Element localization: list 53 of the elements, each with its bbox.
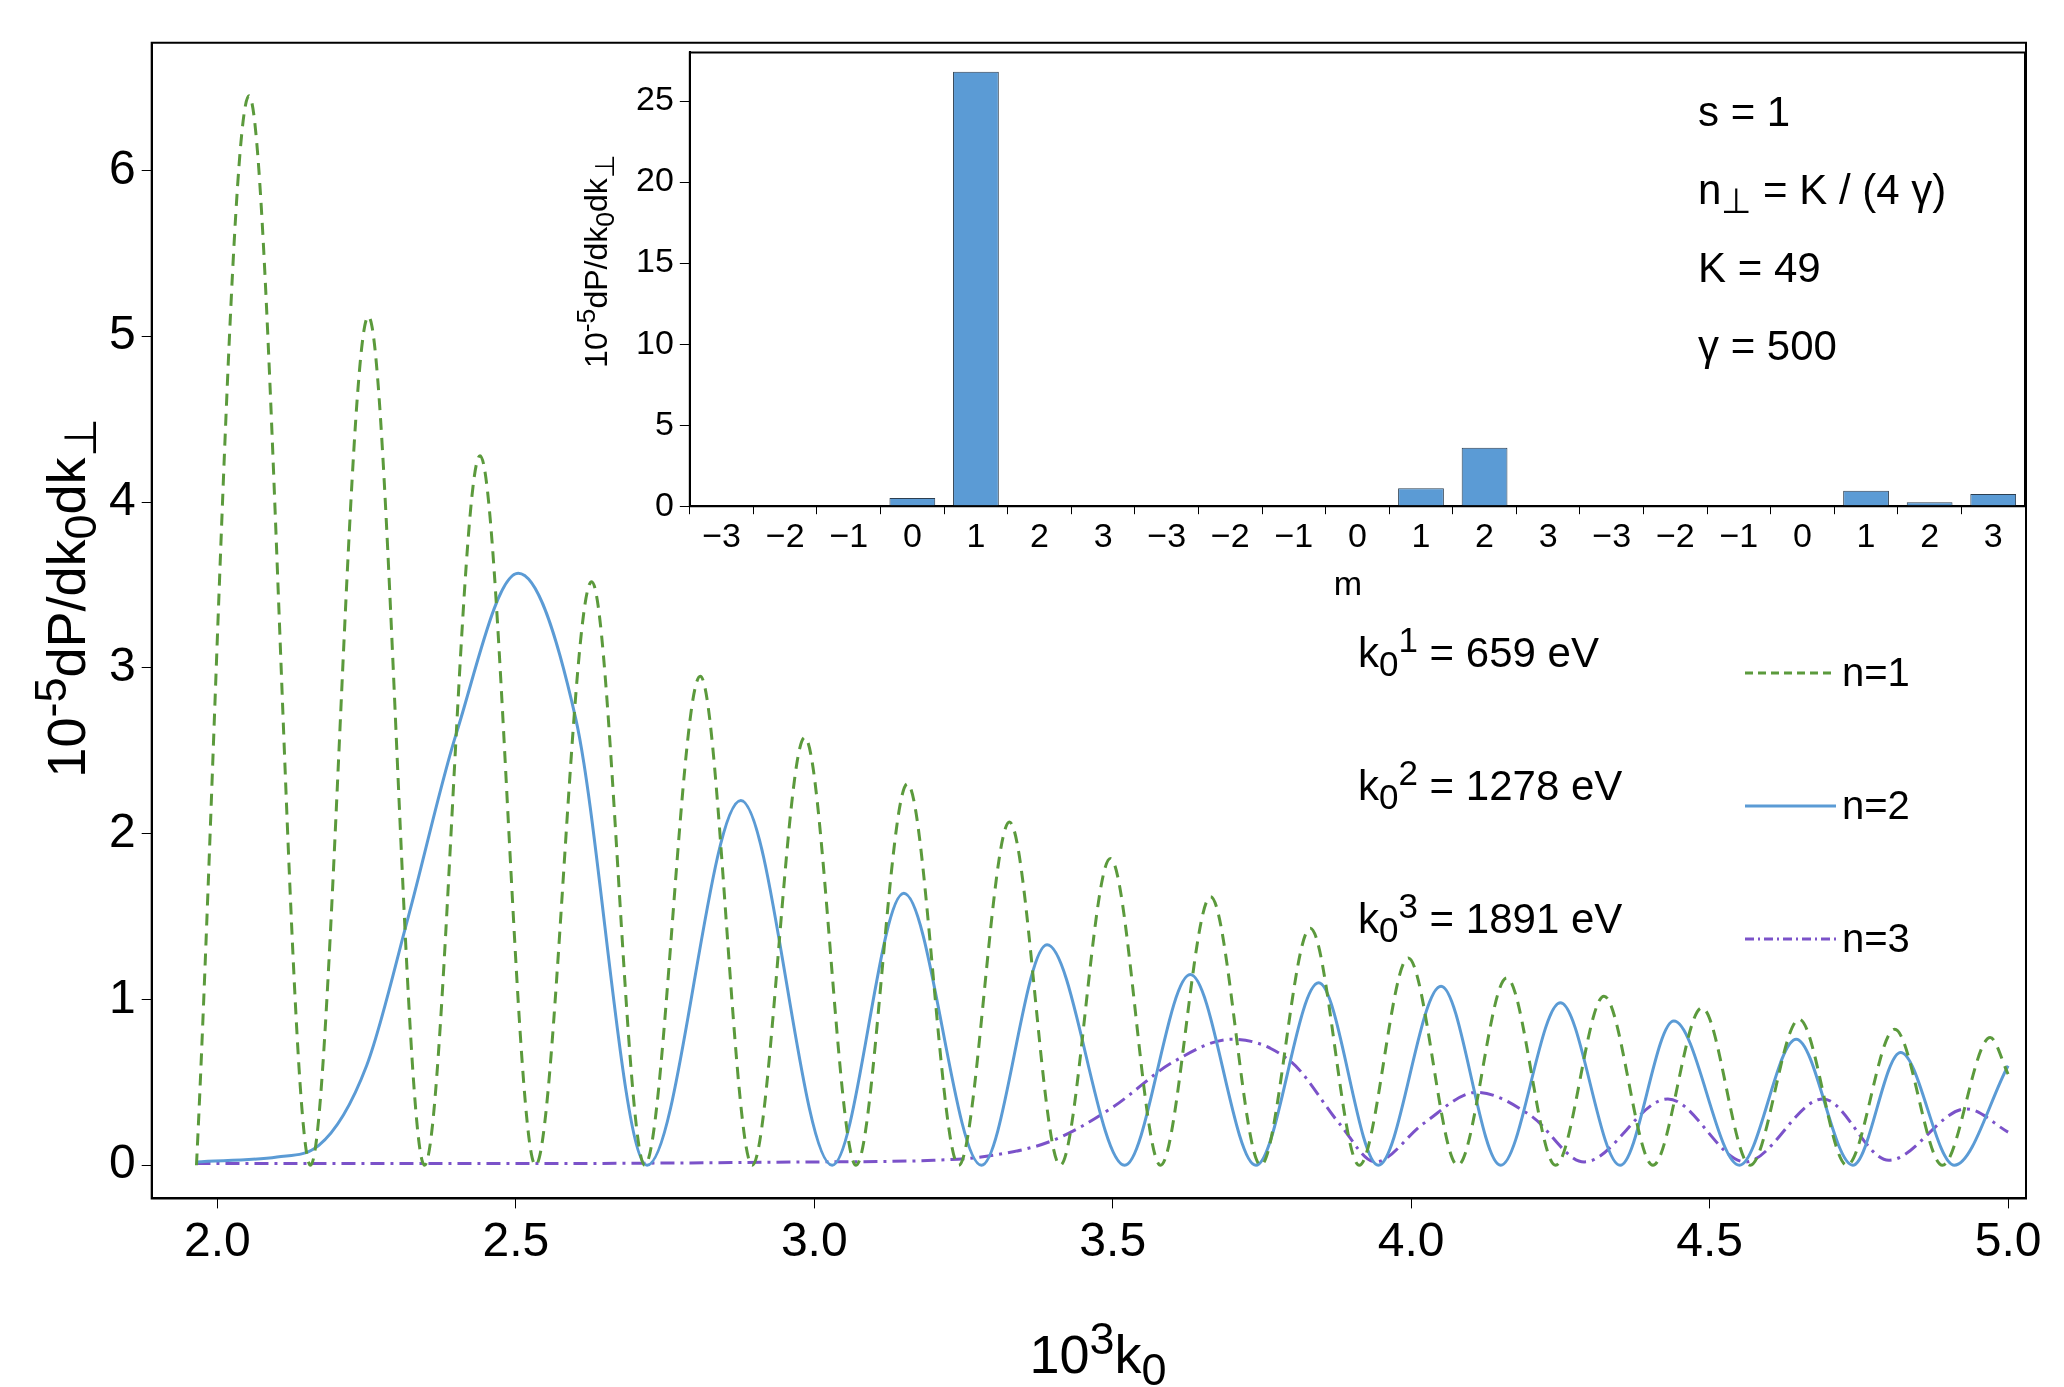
- x-axis-title: 10$^{3}$k$_{0}$: [1029, 1313, 1167, 1387]
- legend-label: n=2: [1842, 783, 1910, 828]
- x-tick-label: 2.0: [183, 1213, 251, 1267]
- x-tick-label: −1: [1719, 515, 1759, 554]
- y-tick-label: 3: [108, 638, 136, 692]
- x-tick-label: 0: [1793, 515, 1812, 554]
- legend-label: n=3: [1842, 916, 1910, 961]
- annotation: k$_{0}$$^{3}$ = 1891 eV: [1358, 886, 1623, 951]
- x-tick-label: 2.5: [482, 1213, 550, 1267]
- y-tick-label: 2: [108, 803, 136, 857]
- x-tick-label: 1: [1411, 515, 1431, 554]
- x-tick-label: −1: [1274, 515, 1314, 554]
- x-axis-title: m: [1333, 564, 1363, 603]
- y-tick-label: 6: [108, 140, 136, 194]
- y-tick-label: 25: [635, 79, 674, 118]
- x-tick-label: 0: [1347, 515, 1367, 554]
- x-tick-label: 2: [1030, 515, 1049, 554]
- y-tick-label: 20: [635, 160, 674, 199]
- annotation: n$_{⊥}$ = K / (4 γ): [1698, 166, 1947, 222]
- x-tick-label: 2: [1920, 515, 1940, 554]
- x-tick-label: 5.0: [1974, 1213, 2042, 1267]
- x-tick-label: −1: [829, 515, 869, 554]
- x-tick-label: 3: [1983, 515, 2003, 554]
- y-tick-label: 0: [108, 1135, 136, 1189]
- y-tick-label: 4: [108, 472, 136, 526]
- x-tick-label: 3.5: [1079, 1213, 1147, 1267]
- x-tick-label: 3.0: [780, 1213, 848, 1267]
- annotation: k$_{0}$$^{1}$ = 659 eV: [1358, 620, 1599, 685]
- y-tick-label: 1: [108, 969, 136, 1023]
- x-tick-label: −3: [702, 515, 741, 554]
- x-tick-label: 4.5: [1676, 1213, 1743, 1267]
- annotation: s = 1: [1698, 88, 1791, 136]
- x-tick-label: 1: [1856, 515, 1876, 554]
- legend-label: n=1: [1842, 650, 1910, 695]
- x-tick-label: 3: [1538, 515, 1558, 554]
- y-tick-label: 5: [108, 306, 136, 360]
- y-tick-label: 10: [635, 322, 674, 361]
- x-tick-label: −3: [1147, 515, 1187, 554]
- y-tick-label: 5: [654, 403, 674, 442]
- x-tick-label: 3: [1093, 515, 1113, 554]
- x-tick-label: −3: [1592, 515, 1632, 554]
- x-tick-label: −2: [1655, 515, 1695, 554]
- x-tick-label: 2: [1475, 515, 1495, 554]
- y-tick-label: 0: [654, 484, 674, 523]
- x-tick-label: 1: [966, 515, 986, 554]
- y-tick-label: 15: [635, 241, 674, 280]
- x-tick-label: −2: [1210, 515, 1250, 554]
- annotation: K = 49: [1698, 244, 1821, 292]
- x-tick-label: −2: [765, 515, 805, 554]
- x-tick-label: 4.0: [1377, 1213, 1445, 1267]
- annotation: k$_{0}$$^{2}$ = 1278 eV: [1358, 753, 1623, 818]
- annotation: γ = 500: [1698, 322, 1837, 370]
- x-tick-label: 0: [902, 515, 922, 554]
